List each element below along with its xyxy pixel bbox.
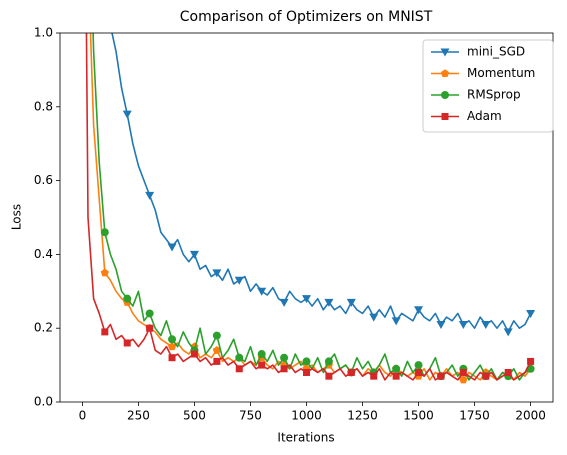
marker	[414, 361, 423, 370]
marker	[145, 309, 154, 318]
legend-label: RMSprop	[467, 88, 521, 102]
marker	[504, 368, 512, 376]
legend-marker	[440, 69, 450, 77]
y-tick-label: 1.0	[34, 26, 53, 40]
marker	[123, 294, 132, 303]
marker	[235, 353, 244, 362]
marker	[258, 361, 266, 369]
marker	[100, 228, 109, 237]
y-tick-label: 0.6	[34, 173, 53, 187]
marker	[212, 269, 222, 278]
plot-area	[85, 0, 536, 384]
x-tick-label: 250	[127, 409, 150, 423]
x-tick-label: 1000	[291, 409, 322, 423]
marker	[101, 328, 109, 336]
marker	[146, 324, 154, 332]
marker	[212, 346, 221, 354]
marker	[234, 276, 244, 285]
x-tick-label: 1500	[403, 409, 434, 423]
marker	[167, 342, 177, 351]
marker	[482, 372, 490, 380]
legend-marker	[441, 113, 449, 120]
legend-box	[422, 39, 554, 133]
marker	[415, 368, 423, 376]
marker	[122, 110, 132, 119]
marker	[324, 298, 334, 307]
x-tick-label: 1250	[347, 409, 378, 423]
marker	[280, 353, 289, 362]
y-tick-label: 0.8	[34, 99, 53, 113]
marker	[370, 372, 378, 380]
marker	[212, 331, 221, 340]
x-tick-label: 500	[183, 409, 206, 423]
marker	[458, 321, 468, 330]
marker	[303, 368, 310, 376]
marker	[190, 350, 198, 358]
marker	[168, 354, 176, 362]
marker	[100, 0, 109, 1]
marker	[503, 328, 513, 337]
marker	[392, 372, 400, 380]
y-tick-label: 0.4	[34, 247, 53, 261]
y-tick-label: 0.2	[34, 321, 53, 335]
marker	[436, 321, 446, 330]
marker	[279, 298, 289, 307]
marker	[437, 372, 445, 380]
legend-label: mini_SGD	[467, 45, 525, 59]
legend-label: Adam	[467, 109, 502, 123]
marker	[527, 357, 535, 365]
marker	[100, 268, 109, 277]
y-axis-label: Loss	[10, 204, 24, 230]
marker	[123, 339, 131, 347]
marker	[257, 287, 267, 296]
marker	[346, 298, 356, 307]
marker	[189, 250, 199, 259]
marker	[347, 368, 355, 376]
marker	[324, 357, 333, 366]
marker	[526, 309, 536, 318]
marker	[145, 191, 155, 200]
chart-title: Comparison of Optimizers on MNIST	[180, 9, 433, 25]
legend-marker	[440, 48, 450, 57]
marker	[369, 313, 379, 322]
x-tick-label: 1750	[459, 409, 490, 423]
marker	[459, 368, 467, 376]
marker	[213, 357, 221, 365]
x-axis-label: Iterations	[277, 431, 334, 445]
marker	[167, 243, 177, 252]
marker	[168, 335, 177, 344]
legend-label: Momentum	[467, 66, 535, 80]
marker	[459, 375, 468, 384]
marker	[414, 306, 424, 315]
x-tick-label: 0	[79, 409, 87, 423]
y-tick-label: 0.0	[34, 395, 53, 409]
marker	[302, 295, 311, 304]
marker	[302, 357, 311, 366]
marker	[481, 321, 491, 330]
x-tick-label: 750	[239, 409, 262, 423]
marker	[325, 372, 333, 380]
legend: mini_SGD Momentum RMSprop Adam	[422, 39, 554, 133]
marker	[235, 365, 243, 373]
legend-marker	[441, 91, 449, 99]
x-tick-label: 2000	[515, 409, 546, 423]
marker	[280, 365, 288, 373]
marker	[391, 317, 401, 326]
marker	[257, 350, 266, 359]
marker	[392, 364, 401, 373]
